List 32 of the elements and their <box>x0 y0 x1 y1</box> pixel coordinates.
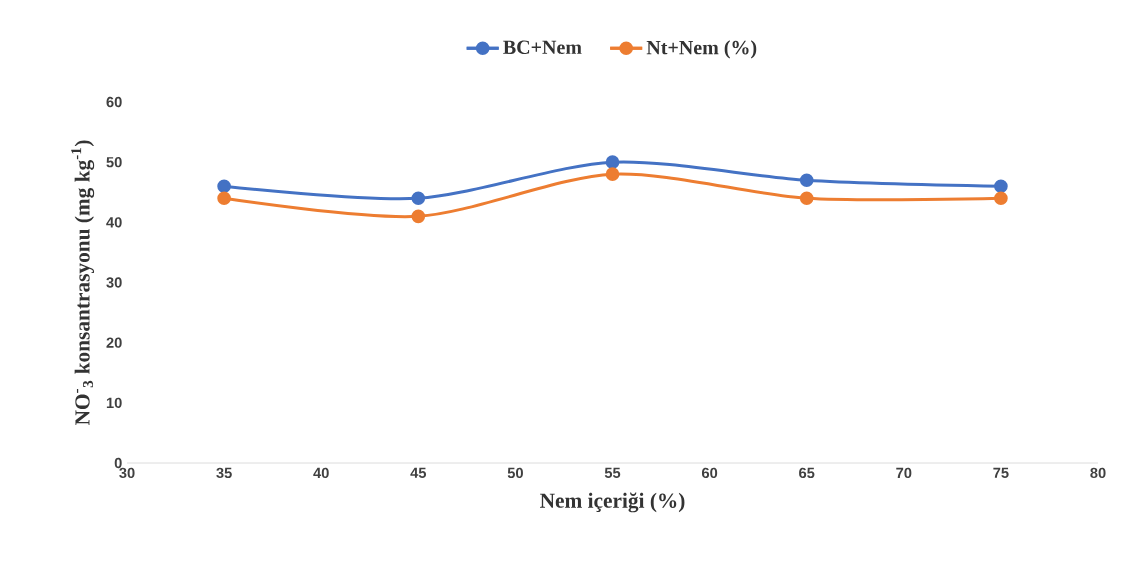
x-tick-label: 30 <box>119 467 135 479</box>
y-axis-title: NO$^{-}$$_{3}$ konsantrasyonu (mg kg$^{-1}$) <box>71 140 95 426</box>
point <box>799 191 814 206</box>
y-tick-label: 40 <box>106 217 122 228</box>
x-axis-title: Nem içeriği (%) <box>540 492 685 513</box>
x-tick-label: 55 <box>604 467 621 478</box>
point <box>217 191 231 206</box>
point <box>411 209 426 224</box>
point <box>799 173 814 188</box>
point <box>411 191 426 206</box>
x-tick-label: 35 <box>216 467 232 479</box>
y-tick-label: 10 <box>106 397 122 409</box>
x-tick-label: 75 <box>993 467 1009 478</box>
legend-label: Nt+Nem (%) <box>646 40 757 59</box>
x-tick-label: 65 <box>799 467 815 479</box>
x-tick-label: 60 <box>701 467 718 479</box>
x-tick-label: 45 <box>410 467 427 478</box>
point <box>994 179 1008 194</box>
x-tick-label: 80 <box>1090 467 1106 479</box>
point <box>605 167 620 182</box>
y-tick-label: 50 <box>106 156 122 168</box>
x-tick-label: 40 <box>313 467 329 479</box>
y-tick-label: 0 <box>114 457 122 469</box>
y-tick-label: 20 <box>106 337 122 348</box>
point <box>217 179 231 194</box>
x-tick-label: 70 <box>896 467 912 479</box>
point <box>605 155 620 169</box>
y-tick-label: 60 <box>106 96 122 108</box>
legend-label: BC+Nem <box>503 40 582 55</box>
y-tick-label: 30 <box>106 277 122 288</box>
point <box>994 191 1008 206</box>
x-tick-label: 50 <box>507 467 523 479</box>
